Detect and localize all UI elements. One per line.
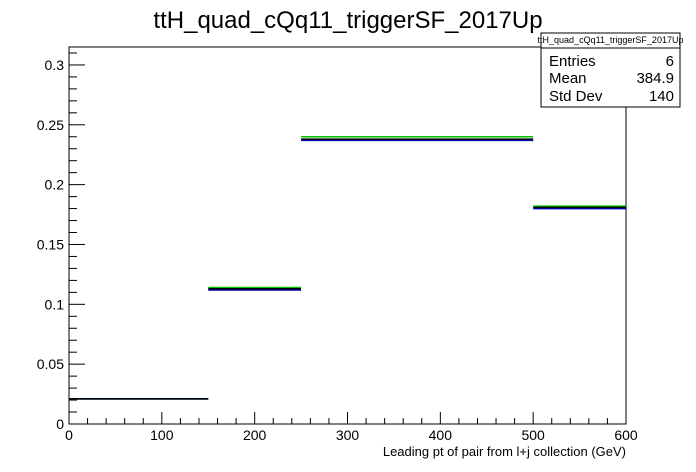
x-tick-label: 400: [429, 427, 453, 443]
histogram-series: [69, 136, 626, 400]
stats-entries-label: Entries: [549, 53, 596, 70]
x-axis-title: Leading pt of pair from l+j collection (…: [383, 444, 626, 459]
y-tick-label: 0.3: [45, 57, 65, 73]
x-tick-label: 300: [336, 427, 360, 443]
y-tick-label: 0.05: [37, 356, 64, 372]
x-tick-label: 0: [65, 427, 73, 443]
chart-title: ttH_quad_cQq11_triggerSF_2017Up: [153, 7, 542, 34]
stats-stddev-label: Std Dev: [549, 88, 603, 105]
y-tick-label: 0.2: [45, 177, 65, 193]
x-tick-label: 200: [243, 427, 267, 443]
x-tick-label: 500: [521, 427, 545, 443]
y-tick-label: 0.15: [37, 236, 64, 252]
stats-mean-label: Mean: [549, 70, 587, 87]
y-tick-label: 0.1: [45, 296, 65, 312]
stats-box-name: ttH_quad_cQq11_triggerSF_2017Up: [538, 35, 684, 45]
y-axis: 0 0.05 0.1 0.15 0.2 0.25 0.3: [37, 52, 85, 432]
x-tick-label: 100: [150, 427, 174, 443]
y-tick-label: 0.25: [37, 117, 64, 133]
stats-mean-value: 384.9: [636, 70, 674, 87]
stats-entries-value: 6: [666, 53, 674, 70]
stats-box: ttH_quad_cQq11_triggerSF_2017Up Entries …: [538, 32, 684, 108]
y-tick-label: 0: [56, 416, 64, 432]
x-tick-label: 600: [614, 427, 638, 443]
x-axis: 0 100 200 300 400 500 600: [65, 412, 638, 443]
stats-stddev-value: 140: [649, 88, 674, 105]
